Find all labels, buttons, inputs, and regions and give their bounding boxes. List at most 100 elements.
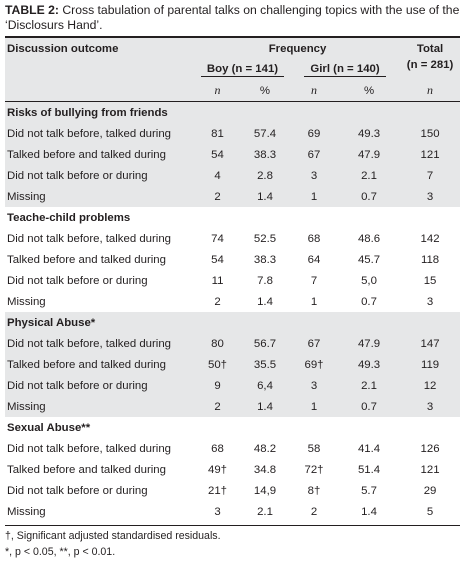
row-label: Did not talk before, talked during [7,232,171,245]
table-row: Did not talk before, talked during 80 56.7… [5,333,461,354]
row-label: Did not talk before or during [7,274,148,287]
cell-total: 7 [426,169,434,182]
cross-tabulation-table: Discussion outcome Frequency Total Boy (… [5,36,461,523]
row-label: Talked before and talked during [7,463,166,476]
cell-boy-n: 9 [214,379,221,392]
table-row: Talked before and talked during 54 38.3 67 4… [5,144,461,165]
cell-total: 3 [426,190,434,203]
table-row: Talked before and talked during 50† 35.5 69… [5,354,461,375]
cell-total: 12 [423,379,437,392]
cell-girl-pct: 47.9 [357,337,381,350]
cell-boy-n: 49† [207,463,227,476]
header-boy-n: n [195,80,240,102]
cell-girl-pct: 5.7 [361,484,377,497]
cell-girl-n: 1 [310,190,318,203]
header-spacer [5,80,195,102]
table-caption: TABLE 2: Cross tabulation of parental ta… [5,3,460,33]
section-header-row: Sexual Abuse** [5,417,460,438]
table-row: Talked before and talked during 54 38.3 64 4… [5,249,460,270]
cell-girl-pct: 0.7 [361,295,377,308]
cell-girl-n: 1 [310,400,318,413]
row-label: Did not talk before, talked during [7,442,171,455]
cell-boy-n: 74 [211,232,224,245]
cell-girl-pct: 1.4 [361,505,377,518]
row-label: Talked before and talked during [7,148,166,161]
row-label: Talked before and talked during [7,253,166,266]
cell-boy-n: 4 [214,169,221,182]
cell-boy-pct: 56.7 [253,337,277,350]
row-label: Did not talk before or during [7,484,148,497]
row-label: Did not talk before or during [7,169,148,182]
cell-girl-pct: 2.1 [361,379,377,392]
cell-total: 15 [423,274,437,287]
cell-girl-pct: 48.6 [357,232,381,245]
cell-girl-pct: 47.9 [357,148,381,161]
cell-total: 142 [420,232,440,245]
section-title: Sexual Abuse** [7,421,91,434]
cell-boy-n: 54 [211,253,224,266]
cell-girl-pct: 41.4 [357,442,381,455]
header-frequency: Frequency [195,36,401,59]
table-row: Missing 2 1.4 1 0.7 3 [5,291,460,312]
cell-total: 150 [420,127,440,140]
cell-girl-n: 2 [310,505,318,518]
row-label: Missing [7,190,46,203]
row-label: Did not talk before, talked during [7,337,171,350]
cell-girl-n: 7 [310,274,318,287]
section-header-row: Teache-child problems [5,207,460,228]
cell-boy-pct: 14,9 [253,484,277,497]
cell-girl-pct: 49.3 [357,358,381,371]
cell-girl-n: 67 [307,337,321,350]
table-row: Did not talk before, talked during 81 57.4… [5,123,461,144]
row-label: Missing [7,505,46,518]
header-girl-pct: % [338,80,401,102]
cell-total: 121 [420,463,440,476]
section-title: Risks of bullying from friends [7,106,168,119]
cell-boy-pct: 52.5 [253,232,277,245]
row-label: Talked before and talked during [7,358,166,371]
cell-girl-n: 69† [304,358,324,371]
header-boy: Boy (n = 141) [195,59,290,80]
header-total-n-col: n [400,80,461,102]
cell-total: 147 [420,337,440,350]
cell-boy-pct: 1.4 [257,295,273,308]
table-row: Missing 3 2.1 2 1.4 5 [5,501,460,522]
cell-boy-pct: 35.5 [253,358,277,371]
cell-girl-n: 3 [310,379,318,392]
table-row: Did not talk before, talked during 68 48.2… [5,438,460,459]
header-total-n: (n = 281) [406,59,454,71]
row-label: Did not talk before, talked during [7,127,171,140]
section-header-row: Risks of bullying from friends [5,101,461,123]
cell-boy-pct: 48.2 [253,442,277,455]
cell-boy-pct: 2.8 [257,169,273,182]
row-label: Did not talk before or during [7,379,148,392]
cell-boy-n: 2 [214,190,221,203]
cell-girl-pct: 5,0 [361,274,377,287]
table-row: Did not talk before or during 11 7.8 7 5,0 15 [5,270,460,291]
cell-girl-pct: 2.1 [361,169,377,182]
cell-girl-n: 1 [310,295,318,308]
header-spacer [5,59,195,80]
header-total: Total [400,36,461,59]
row-label: Missing [7,400,46,413]
cell-girl-n: 69 [307,127,321,140]
cell-boy-n: 81 [211,127,224,140]
table-row: Missing 2 1.4 1 0.7 3 [5,186,461,207]
cell-girl-pct: 45.7 [357,253,381,266]
cell-boy-pct: 1.4 [257,400,273,413]
cell-boy-pct: 38.3 [253,148,277,161]
cell-boy-n: 80 [211,337,224,350]
cell-total: 3 [426,295,434,308]
cell-boy-n: 2 [214,400,221,413]
cell-boy-pct: 7.8 [257,274,273,287]
table-row: Did not talk before or during 9 6,4 3 2.1 12 [5,375,461,396]
cell-girl-n: 8† [307,484,321,497]
footnote-dagger: †, Significant adjusted standardised res… [5,530,221,542]
cell-girl-n: 64 [307,253,321,266]
cell-boy-n: 3 [214,505,221,518]
section-header-row: Physical Abuse* [5,312,461,333]
header-girl: Girl (n = 140) [290,59,400,80]
cell-girl-n: 72† [304,463,324,476]
table-body: Risks of bullying from friends Did not ta… [5,101,461,523]
